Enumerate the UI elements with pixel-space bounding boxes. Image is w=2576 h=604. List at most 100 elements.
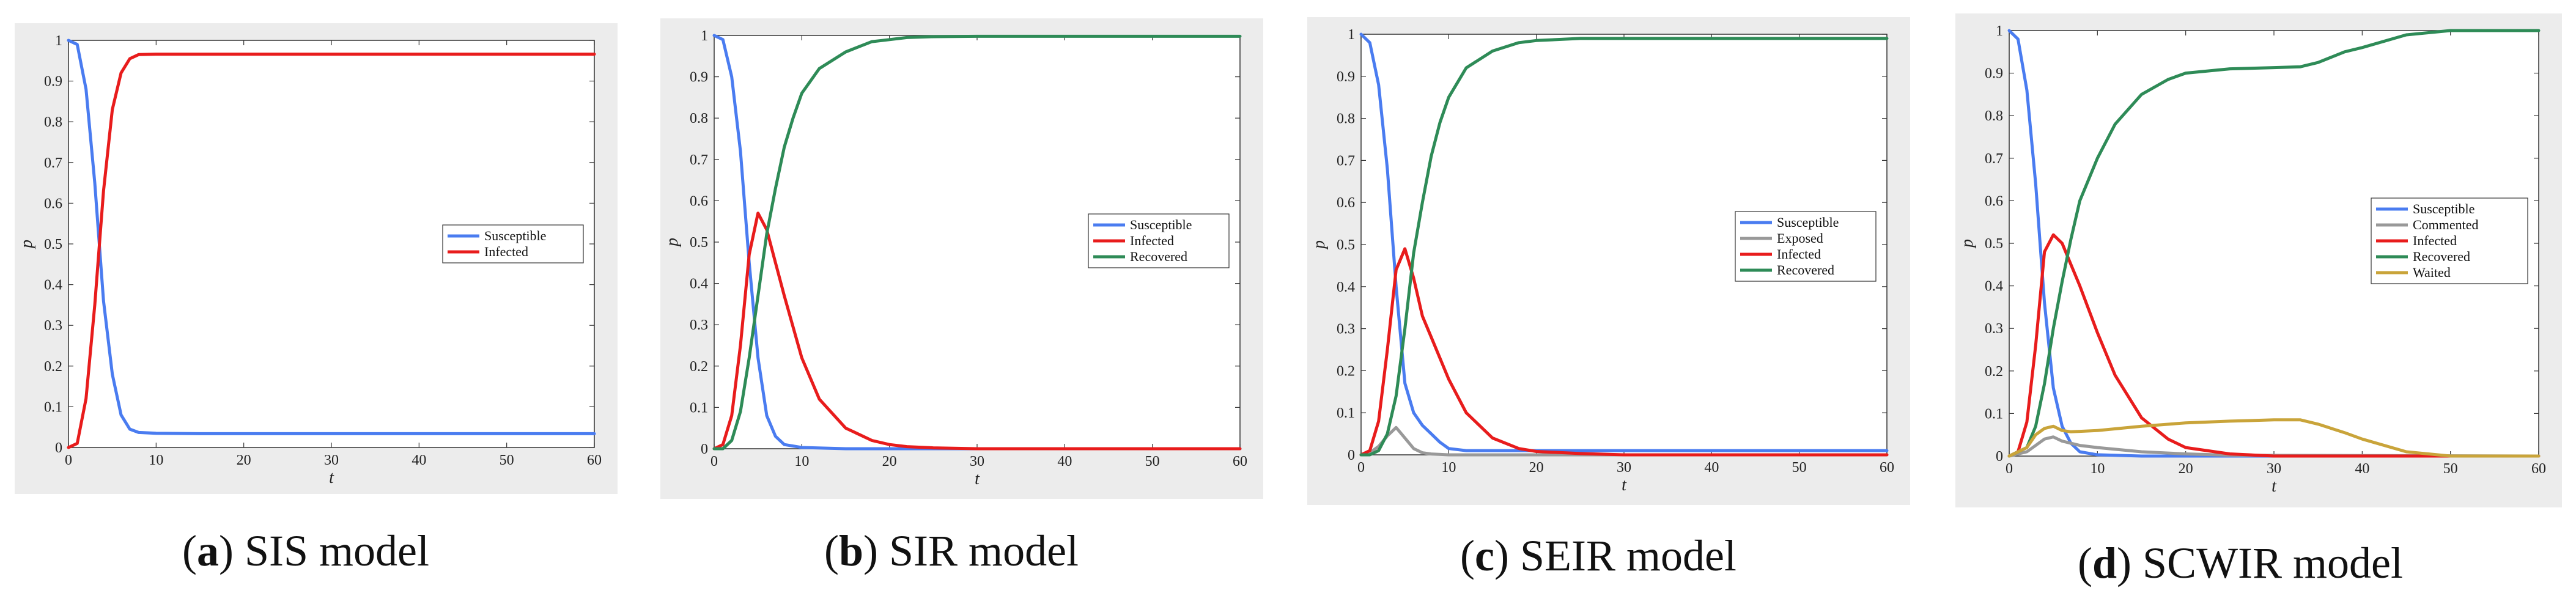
y-tick-label: 0.3 bbox=[44, 318, 62, 334]
y-axis-label: p bbox=[1958, 239, 1977, 249]
y-tick-label: 0.7 bbox=[690, 152, 708, 168]
caption-c-text: SEIR model bbox=[1508, 531, 1736, 580]
y-tick-label: 0.9 bbox=[1337, 69, 1355, 85]
y-axis-label: p bbox=[663, 238, 682, 248]
series-line-recovered bbox=[1359, 37, 1889, 457]
y-tick-label: 0.2 bbox=[1337, 363, 1355, 379]
y-tick-label: 0 bbox=[701, 441, 708, 457]
x-tick-label: 60 bbox=[1880, 460, 1894, 476]
chart-panel-b: 0 10 20 30 40 50 60 0 0.1 0.2 0.3 0.4 0.5 0.6 0.7 0.8 0.… bbox=[660, 18, 1263, 499]
x-tick-label: 30 bbox=[1617, 460, 1631, 476]
y-tick-label: 0.6 bbox=[690, 193, 708, 209]
series-line-susceptible bbox=[67, 39, 596, 435]
chart-panel-d: 0 10 20 30 40 50 60 0 0.1 0.2 0.3 0.4 0.5 0.6 0.7 0.8 0.… bbox=[1955, 13, 2562, 507]
x-tick-label: 20 bbox=[2179, 461, 2193, 477]
x-tick-label: 40 bbox=[1057, 454, 1072, 470]
y-tick-label: 0.5 bbox=[1985, 236, 2003, 252]
series-line-infected bbox=[712, 212, 1242, 451]
y-tick-label: 0.2 bbox=[44, 359, 62, 375]
x-tick-label: 0 bbox=[65, 452, 72, 468]
legend-label: Exposed bbox=[1777, 230, 1823, 246]
x-tick-label: 0 bbox=[1357, 460, 1365, 476]
x-tick-label: 30 bbox=[2267, 461, 2281, 477]
y-tick-label: 0 bbox=[1996, 449, 2003, 465]
y-tick-label: 1 bbox=[1348, 27, 1355, 43]
x-tick-label: 10 bbox=[149, 452, 163, 468]
x-tick-label: 40 bbox=[1704, 460, 1719, 476]
caption-a-letter: a bbox=[196, 526, 219, 575]
caption-c-letter: c bbox=[1474, 531, 1494, 580]
series-line-waited bbox=[2007, 418, 2541, 458]
series-line-susceptible bbox=[2007, 29, 2541, 458]
chart-svg-c: 0 10 20 30 40 50 60 0 0.1 0.2 0.3 0.4 0.5 0.6 0.7 0.8 0.… bbox=[1310, 27, 1894, 495]
y-tick-label: 0.5 bbox=[690, 235, 708, 251]
legend-label: Commented bbox=[2413, 217, 2479, 232]
y-tick-label: 0.7 bbox=[1985, 151, 2003, 167]
y-tick-label: 1 bbox=[1996, 23, 2003, 39]
legend-box bbox=[442, 224, 584, 263]
x-tick-label: 30 bbox=[324, 452, 339, 468]
x-tick-label: 20 bbox=[882, 454, 897, 470]
x-tick-label: 50 bbox=[1792, 460, 1807, 476]
y-tick-label: 0.5 bbox=[44, 237, 62, 252]
x-tick-label: 40 bbox=[411, 452, 426, 468]
legend-label: Recovered bbox=[2413, 249, 2470, 264]
x-tick-label: 50 bbox=[500, 452, 514, 468]
caption-a: (a) SIS model bbox=[182, 526, 429, 575]
caption-b: (b) SIR model bbox=[824, 526, 1079, 575]
y-axis-label: p bbox=[17, 240, 36, 249]
series-line-infected bbox=[67, 53, 596, 449]
x-tick-label: 60 bbox=[1233, 454, 1247, 470]
y-tick-label: 1 bbox=[55, 33, 62, 49]
legend-label: Recovered bbox=[1777, 262, 1834, 278]
y-tick-label: 0.9 bbox=[690, 70, 708, 86]
x-tick-label: 60 bbox=[2531, 461, 2546, 477]
y-tick-label: 0.8 bbox=[690, 111, 708, 127]
legend-label: Recovered bbox=[1130, 249, 1187, 264]
legend: SusceptibleCommentedInfectedRecoveredWai… bbox=[2371, 197, 2528, 284]
series-line-infected bbox=[1359, 247, 1889, 457]
y-tick-label: 0.8 bbox=[1985, 108, 2003, 124]
caption-d-text: SCWIR model bbox=[2131, 539, 2404, 587]
chart-svg-a: 0 10 20 30 40 50 60 0 0.1 0.2 0.3 0.4 0.5 0.6 0.7 0.8 0.… bbox=[17, 33, 602, 487]
y-tick-label: 0 bbox=[55, 440, 62, 456]
legend-label: Susceptible bbox=[1777, 215, 1839, 230]
y-tick-label: 0.1 bbox=[690, 400, 708, 416]
series-line-commented bbox=[2007, 435, 2541, 458]
y-tick-label: 0.3 bbox=[690, 317, 708, 333]
legend-label: Susceptible bbox=[484, 228, 546, 243]
legend-label: Waited bbox=[2413, 265, 2451, 280]
chart-panel-a: 0 10 20 30 40 50 60 0 0.1 0.2 0.3 0.4 0.5 0.6 0.7 0.8 0.… bbox=[15, 23, 618, 494]
x-axis-label: t bbox=[329, 468, 334, 487]
series-line-susceptible bbox=[1359, 32, 1889, 452]
y-tick-label: 0.1 bbox=[44, 399, 62, 415]
y-tick-label: 0.7 bbox=[1337, 153, 1355, 169]
y-tick-label: 0.6 bbox=[1337, 195, 1355, 211]
legend-label: Infected bbox=[1777, 246, 1821, 262]
x-tick-label: 0 bbox=[710, 454, 718, 470]
x-tick-label: 0 bbox=[2006, 461, 2013, 477]
series-line-exposed bbox=[1359, 425, 1889, 457]
x-tick-label: 30 bbox=[970, 454, 984, 470]
caption-b-letter: b bbox=[838, 526, 864, 575]
y-tick-label: 1 bbox=[701, 28, 708, 44]
x-tick-label: 10 bbox=[1441, 460, 1456, 476]
y-tick-label: 0.6 bbox=[44, 196, 62, 212]
caption-d: (d) SCWIR model bbox=[2078, 539, 2404, 587]
y-tick-label: 0 bbox=[1348, 447, 1355, 463]
series-line-recovered bbox=[712, 34, 1242, 451]
y-tick-label: 0.3 bbox=[1337, 322, 1355, 337]
x-tick-label: 20 bbox=[1529, 460, 1544, 476]
y-tick-label: 0.9 bbox=[44, 74, 62, 90]
y-tick-label: 0.1 bbox=[1337, 405, 1355, 421]
x-tick-label: 40 bbox=[2355, 461, 2369, 477]
chart-svg-d: 0 10 20 30 40 50 60 0 0.1 0.2 0.3 0.4 0.5 0.6 0.7 0.8 0.… bbox=[1958, 23, 2546, 496]
x-axis-label: t bbox=[975, 470, 980, 488]
caption-b-text: SIR model bbox=[878, 526, 1079, 575]
y-tick-label: 0.4 bbox=[44, 278, 62, 293]
caption-a-text: SIS model bbox=[233, 526, 429, 575]
y-tick-label: 0.2 bbox=[690, 359, 708, 375]
